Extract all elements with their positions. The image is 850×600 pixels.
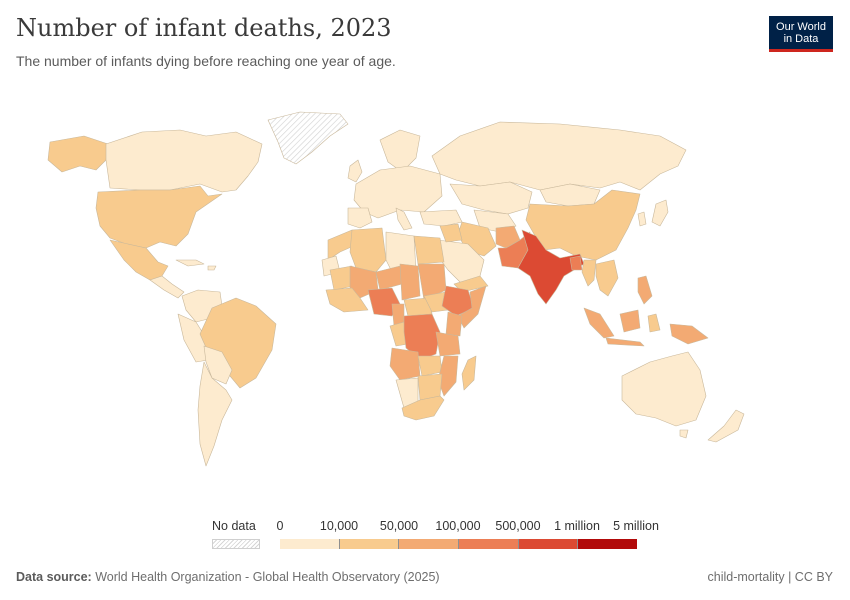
country-morocco[interactable] <box>327 229 359 261</box>
country-iraq[interactable] <box>439 223 463 243</box>
country-new-guinea[interactable] <box>669 323 709 345</box>
country-bangladesh[interactable] <box>569 255 583 271</box>
country-australia[interactable] <box>621 351 707 427</box>
country-philippines[interactable] <box>637 275 653 305</box>
owid-logo[interactable]: Our World in Data <box>769 16 833 52</box>
legend-tick: 1 million <box>554 519 600 533</box>
country-chad[interactable] <box>399 263 421 301</box>
legend-tick: 50,000 <box>379 519 419 533</box>
country-sulawesi[interactable] <box>647 313 661 333</box>
source-text[interactable]: World Health Organization - Global Healt… <box>95 570 440 584</box>
country-haiti[interactable] <box>207 265 217 271</box>
country-central-america[interactable] <box>149 275 185 299</box>
legend-tick: 5 million <box>613 519 659 533</box>
country-egypt[interactable] <box>413 235 445 265</box>
country-bolivia[interactable] <box>203 345 233 385</box>
source-label: Data source: <box>16 570 92 584</box>
country-somalia[interactable] <box>457 285 487 329</box>
world-map[interactable] <box>0 100 850 510</box>
country-tasmania[interactable] <box>679 429 689 439</box>
country-italy[interactable] <box>395 207 413 231</box>
legend-tick: 100,000 <box>435 519 481 533</box>
country-scandinavia[interactable] <box>379 129 421 173</box>
country-madagascar[interactable] <box>461 355 477 391</box>
legend-bin-5[interactable] <box>578 539 638 549</box>
country-spain[interactable] <box>347 207 373 229</box>
country-zambia[interactable] <box>417 355 443 377</box>
footer-license[interactable]: child-mortality | CC BY <box>707 570 834 584</box>
country-tanzania[interactable] <box>435 331 461 357</box>
legend-no-data-swatch[interactable] <box>212 539 260 549</box>
logo-line-2: in Data <box>783 33 819 45</box>
countries <box>47 111 745 467</box>
country-west-africa[interactable] <box>325 287 369 313</box>
country-india[interactable] <box>517 229 585 305</box>
legend-tick: 10,000 <box>319 519 359 533</box>
legend-bin-1[interactable] <box>339 539 400 549</box>
country-algeria[interactable] <box>349 227 387 273</box>
country-canada[interactable] <box>105 129 263 193</box>
country-angola[interactable] <box>389 347 421 381</box>
legend-tick: 500,000 <box>495 519 541 533</box>
legend-bin-0[interactable] <box>280 539 340 549</box>
country-turkey[interactable] <box>419 209 463 227</box>
country-russia[interactable] <box>431 121 687 191</box>
country-uk[interactable] <box>347 159 363 183</box>
country-kazakhstan[interactable] <box>449 181 533 215</box>
country-kenya[interactable] <box>445 311 463 337</box>
legend-no-data-label: No data <box>212 519 256 533</box>
country-new-zealand[interactable] <box>707 409 745 443</box>
legend-bin-3[interactable] <box>459 539 519 549</box>
country-greenland[interactable] <box>267 111 349 165</box>
chart-subtitle: The number of infants dying before reach… <box>16 53 396 69</box>
country-myanmar[interactable] <box>581 259 597 287</box>
country-niger[interactable] <box>375 265 403 291</box>
country-cuba[interactable] <box>175 259 205 267</box>
legend-bin-4[interactable] <box>518 539 579 549</box>
country-indochina[interactable] <box>595 259 619 297</box>
country-south-africa[interactable] <box>401 395 445 421</box>
logo-line-1: Our World <box>776 21 826 33</box>
country-argentina[interactable] <box>197 361 233 467</box>
country-borneo[interactable] <box>619 309 641 333</box>
country-usa[interactable] <box>95 185 223 249</box>
country-java[interactable] <box>605 337 645 347</box>
footer-source: Data source: World Health Organization -… <box>16 570 440 584</box>
legend-tick: 0 <box>276 519 284 533</box>
legend-color-scale <box>280 539 638 549</box>
chart-title: Number of infant deaths, 2023 <box>16 14 392 42</box>
country-japan[interactable] <box>651 199 669 227</box>
country-korea[interactable] <box>637 211 647 227</box>
country-sumatra[interactable] <box>583 307 615 339</box>
legend-bin-2[interactable] <box>399 539 460 549</box>
country-usa-alaska[interactable] <box>47 135 109 173</box>
map-legend: No data 0 10,000 50,000 100,000 500,000 … <box>0 515 850 555</box>
